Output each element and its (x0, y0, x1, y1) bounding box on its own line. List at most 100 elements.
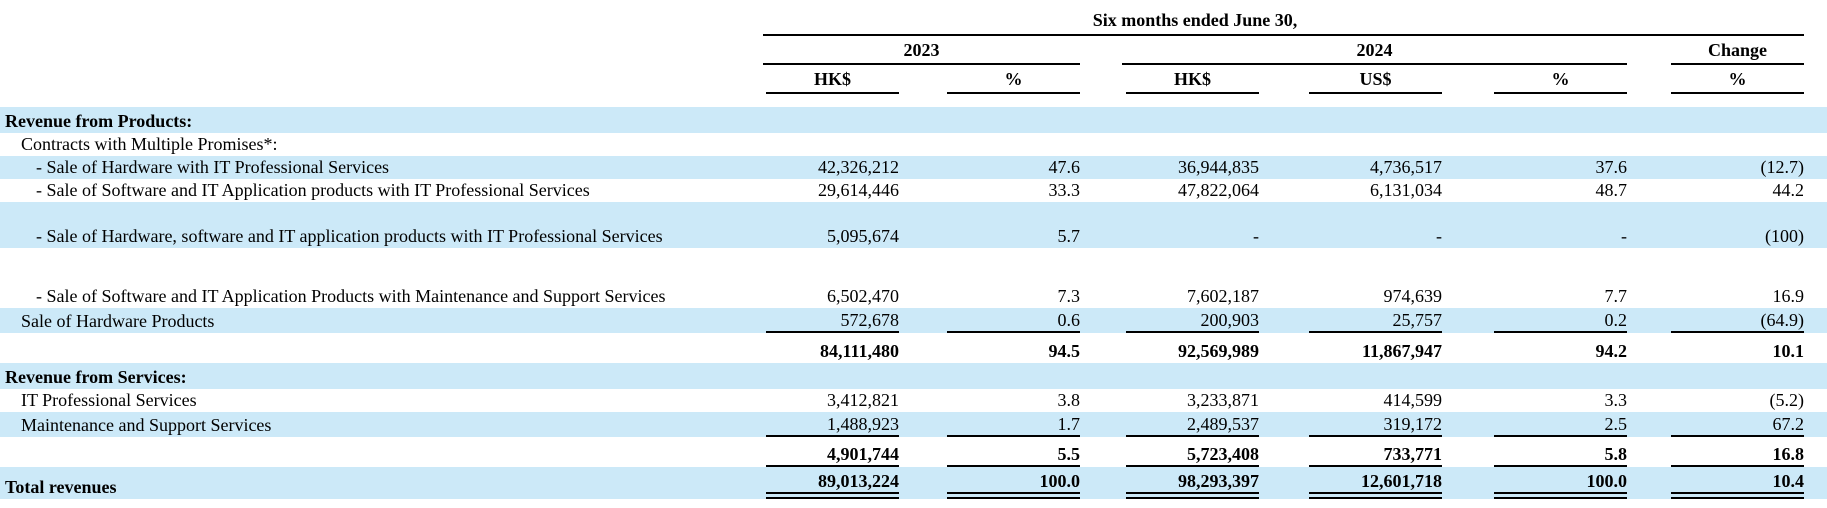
cell-value: 200,903 (1126, 309, 1259, 333)
cell-value: 67.2 (1671, 413, 1805, 437)
value-cell (1442, 363, 1628, 389)
value-cell: - (1442, 202, 1628, 248)
value-cell: 0.6 (899, 308, 1080, 333)
cell-value: 1,488,923 (766, 413, 899, 437)
value-cell: 10.4 (1627, 467, 1805, 499)
header-padding (1804, 2, 1827, 35)
row-padding-cell (1804, 107, 1827, 133)
year-2024-header: 2024 (1080, 35, 1628, 65)
value-cell (1259, 363, 1442, 389)
column-header-us-2024: US$ (1259, 65, 1442, 94)
cell-value: 16.8 (1671, 443, 1805, 467)
row-padding-cell (1804, 202, 1827, 248)
value-cell: 84,111,480 (763, 333, 899, 363)
value-cell: 3.8 (899, 389, 1081, 412)
value-cell: 7.7 (1442, 248, 1628, 308)
value-cell (1080, 133, 1259, 156)
table-row: Total revenues 89,013,224 100.0 98,293,397 1… (0, 467, 1827, 499)
spacer-row (0, 94, 1827, 107)
column-header-hk-2023: HK$ (763, 65, 899, 94)
cell-value: 6,502,470 (827, 286, 899, 306)
cell-value: (64.9) (1671, 309, 1805, 333)
cell-value: 10.4 (1671, 470, 1805, 499)
row-label: Revenue from Products: (5, 111, 193, 131)
value-cell (1627, 363, 1805, 389)
value-cell (763, 363, 899, 389)
cell-value: 98,293,397 (1126, 470, 1259, 499)
cell-value: 5.5 (947, 443, 1080, 467)
label-column-header (0, 35, 763, 65)
value-cell: 44.2 (1627, 179, 1805, 202)
row-padding-cell (1804, 133, 1827, 156)
cell-value: (100) (1765, 226, 1805, 246)
cell-value: 319,172 (1309, 413, 1442, 437)
value-cell: 10.1 (1627, 333, 1805, 363)
row-label-cell: Total revenues (0, 467, 763, 499)
cell-value: 5.8 (1494, 443, 1628, 467)
value-cell: 1,488,923 (763, 412, 899, 437)
row-label-cell: - Sale of Hardware with IT Professional … (0, 156, 763, 179)
cell-value: 7.3 (1057, 286, 1081, 306)
cell-value: 94.5 (1048, 341, 1081, 361)
value-cell: 4,901,744 (763, 437, 899, 467)
value-cell: (12.7) (1627, 156, 1805, 179)
year-2024-label: 2024 (1122, 40, 1628, 65)
value-cell: 5.7 (899, 202, 1080, 248)
row-label: Revenue from Services: (5, 367, 187, 387)
cell-value: 5.7 (1057, 226, 1081, 246)
table-body: Revenue from Products: Contracts with Mul… (0, 94, 1827, 499)
cell-value: 3.3 (1604, 390, 1628, 410)
value-cell (1259, 133, 1442, 156)
value-cell: 5,095,674 (763, 202, 899, 248)
value-cell: 3,412,821 (763, 389, 899, 412)
value-cell: 100.0 (1442, 467, 1628, 499)
table-row: Maintenance and Support Services 1,488,92… (0, 412, 1827, 437)
value-cell: 5.8 (1442, 437, 1628, 467)
label-column-header (0, 2, 763, 35)
table-row: - Sale of Software and IT Application pr… (0, 179, 1827, 202)
change-label: Change (1671, 40, 1805, 65)
row-label-cell: IT Professional Services (0, 389, 763, 412)
cell-value: 2,489,537 (1126, 413, 1259, 437)
row-padding-cell (1804, 156, 1827, 179)
cell-value: 4,736,517 (1370, 157, 1442, 177)
header-padding (1804, 35, 1827, 65)
value-cell: 36,944,835 (1080, 156, 1259, 179)
column-header-pct-change: % (1627, 65, 1805, 94)
cell-value: 6,131,034 (1370, 180, 1442, 200)
cell-value: 44.2 (1772, 180, 1805, 200)
period-header-text: Six months ended June 30, (1092, 10, 1298, 30)
value-cell: (5.2) (1627, 389, 1805, 412)
cell-value: 12,601,718 (1309, 470, 1442, 499)
value-cell: 1.7 (899, 412, 1080, 437)
row-label-cell: - Sale of Software and IT Application pr… (0, 179, 763, 202)
value-cell: 6,502,470 (763, 248, 899, 308)
value-cell: 5.5 (899, 437, 1080, 467)
row-label: Contracts with Multiple Promises*: (21, 134, 278, 154)
value-cell: 0.2 (1442, 308, 1628, 333)
value-cell (1627, 107, 1805, 133)
value-cell: 3,233,871 (1080, 389, 1259, 412)
table-row: 4,901,744 5.5 5,723,408 733,771 5.8 16.8 (0, 437, 1827, 467)
value-cell: 11,867,947 (1259, 333, 1442, 363)
row-label-cell: Maintenance and Support Services (0, 412, 763, 437)
value-cell (763, 107, 899, 133)
cell-value: 7,602,187 (1187, 286, 1259, 306)
table-row: - Sale of Hardware, software and IT appl… (0, 202, 1827, 248)
cell-value: 29,614,446 (818, 180, 899, 200)
cell-value: 25,757 (1309, 309, 1442, 333)
value-cell (1080, 363, 1259, 389)
table-row: Revenue from Products: (0, 107, 1827, 133)
table-row: Contracts with Multiple Promises*: (0, 133, 1827, 156)
table-row: Sale of Hardware Products 572,678 0.6 200,9… (0, 308, 1827, 333)
cell-value: 100.0 (947, 470, 1080, 499)
cell-value: 42,326,212 (818, 157, 899, 177)
value-cell (899, 133, 1080, 156)
column-header-pct-2023: % (899, 65, 1080, 94)
value-cell: 25,757 (1259, 308, 1442, 333)
cell-value: 5,095,674 (827, 226, 899, 246)
cell-value: - (1621, 226, 1628, 246)
cell-value: 89,013,224 (766, 470, 899, 499)
row-label: IT Professional Services (21, 390, 197, 410)
value-cell: 98,293,397 (1080, 467, 1259, 499)
